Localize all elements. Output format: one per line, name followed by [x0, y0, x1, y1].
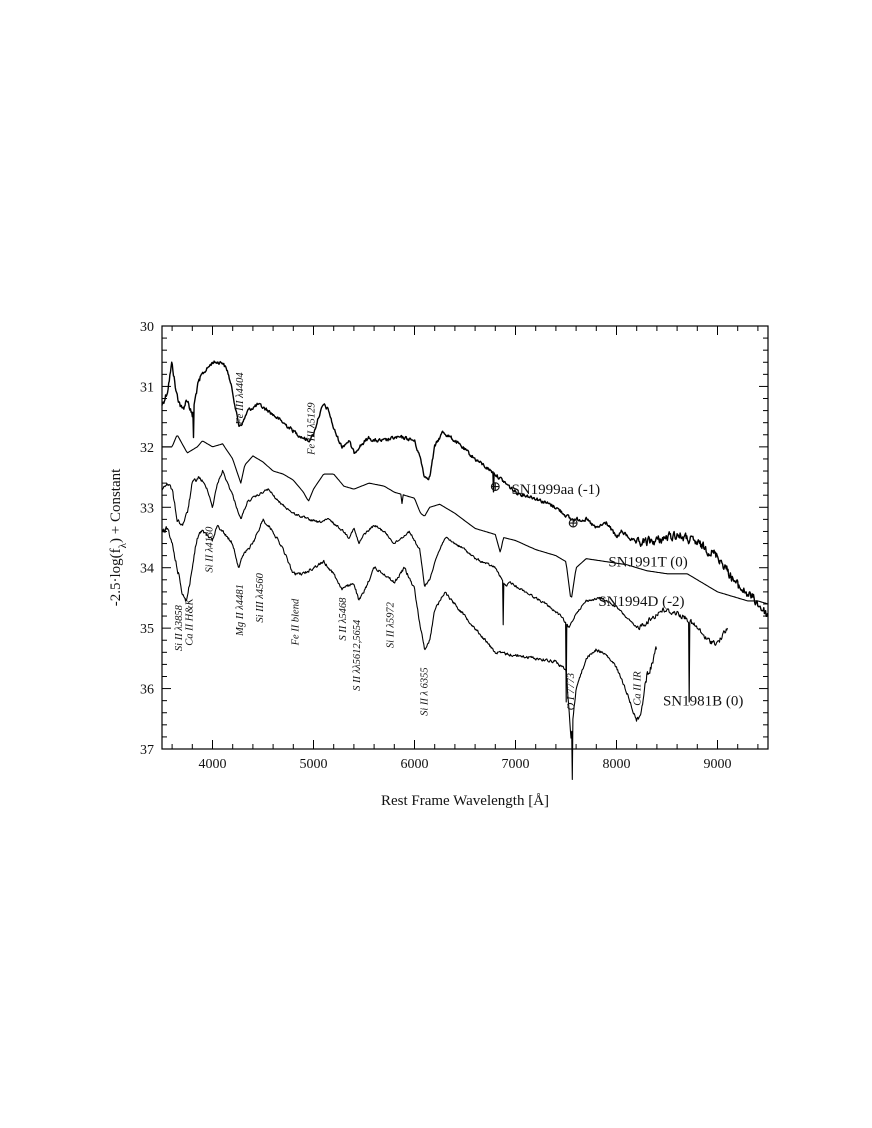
line-id-label: Fe III λ4404	[235, 372, 246, 426]
telluric-marker: ⊕	[489, 480, 501, 495]
line-id-label: Si III λ4560	[255, 572, 266, 622]
y-axis-title-prefix: -2.5·log(f	[108, 548, 124, 606]
line-id-label: Fe II blend	[290, 598, 301, 646]
telluric-marker: ⊕	[567, 516, 579, 531]
line-annotations: Si II λ3858 Ca II H&K Si II λ4130 Mg II λ44…	[174, 372, 644, 716]
supernova-label: SN1994D (-2)	[598, 594, 684, 610]
y-axis-title: -2.5·log(fλ) + Constant	[108, 468, 129, 606]
line-id-label: O I 7773	[566, 673, 577, 710]
x-axis: 4000 5000 6000 7000 8000 9000	[171, 326, 759, 772]
series-line-sn1994d	[161, 469, 728, 703]
line-id-label: S II λλ5612,5654	[352, 619, 363, 691]
plot-frame	[161, 325, 769, 750]
x-tick-label: 5000	[300, 757, 328, 772]
supernova-labels: SN1999aa (-1) SN1991T (0) SN1994D (-2) SN19…	[511, 482, 743, 710]
y-axis-title-suffix: ) + Constant	[108, 468, 124, 543]
series-line-sn1991t	[162, 435, 769, 605]
line-id-label: Mg II λ4481	[235, 584, 246, 637]
supernova-label: SN1999aa (-1)	[511, 482, 600, 498]
y-tick-label: 35	[140, 622, 154, 637]
y-axis-title-subscript: λ	[117, 542, 129, 548]
supernova-label: SN1991T (0)	[608, 555, 687, 571]
line-id-label: Ca II H&K	[184, 597, 195, 645]
line-id-label: Si II λ3858	[174, 604, 185, 651]
y-tick-label: 30	[140, 320, 154, 335]
y-tick-label: 32	[140, 441, 154, 456]
supernova-label: SN1981B (0)	[663, 694, 743, 710]
series-line-sn1999aa	[161, 360, 769, 617]
y-tick-label: 34	[140, 562, 154, 577]
x-tick-label: 6000	[401, 757, 429, 772]
plot-area: 4000 5000 6000 7000 8000 9000 303132333435363…	[140, 320, 769, 781]
line-id-label: Si II λ4130	[205, 526, 216, 573]
spectra-series	[161, 360, 769, 781]
x-tick-label: 8000	[603, 757, 631, 772]
x-axis-title: Rest Frame Wavelength [Å]	[381, 793, 549, 809]
x-tick-label: 9000	[704, 757, 732, 772]
y-tick-label: 33	[140, 501, 154, 516]
line-id-label: Si II λ 6355	[420, 667, 431, 716]
line-id-label: Ca II IR	[633, 671, 644, 706]
series-line-sn1981b	[161, 518, 658, 781]
line-id-label: S II λ5468	[338, 597, 349, 641]
line-id-label: Si II λ5972	[385, 601, 396, 648]
x-tick-label: 4000	[199, 757, 227, 772]
y-axis: 30 31 32 33 34 35 36 37	[140, 320, 768, 758]
line-id-label: Fe III λ5129	[307, 402, 318, 456]
x-tick-label: 7000	[502, 757, 530, 772]
y-tick-label: 31	[140, 380, 154, 395]
y-tick-label: 36	[140, 683, 154, 698]
y-tick-label: 37	[140, 743, 154, 758]
